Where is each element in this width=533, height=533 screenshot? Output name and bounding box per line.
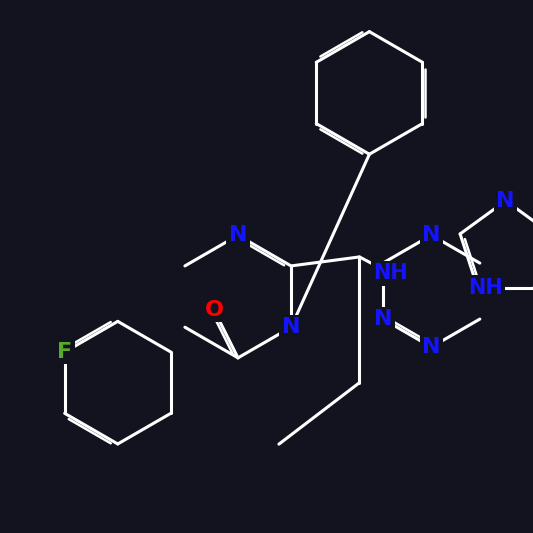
Text: N: N [422, 337, 441, 357]
Text: NH: NH [468, 278, 503, 297]
Text: N: N [282, 317, 300, 337]
Text: N: N [374, 309, 392, 329]
Text: O: O [205, 300, 223, 320]
Text: N: N [496, 191, 515, 211]
Text: N: N [422, 225, 441, 245]
Text: N: N [229, 225, 247, 245]
Text: NH: NH [373, 263, 408, 284]
Text: F: F [57, 342, 72, 362]
